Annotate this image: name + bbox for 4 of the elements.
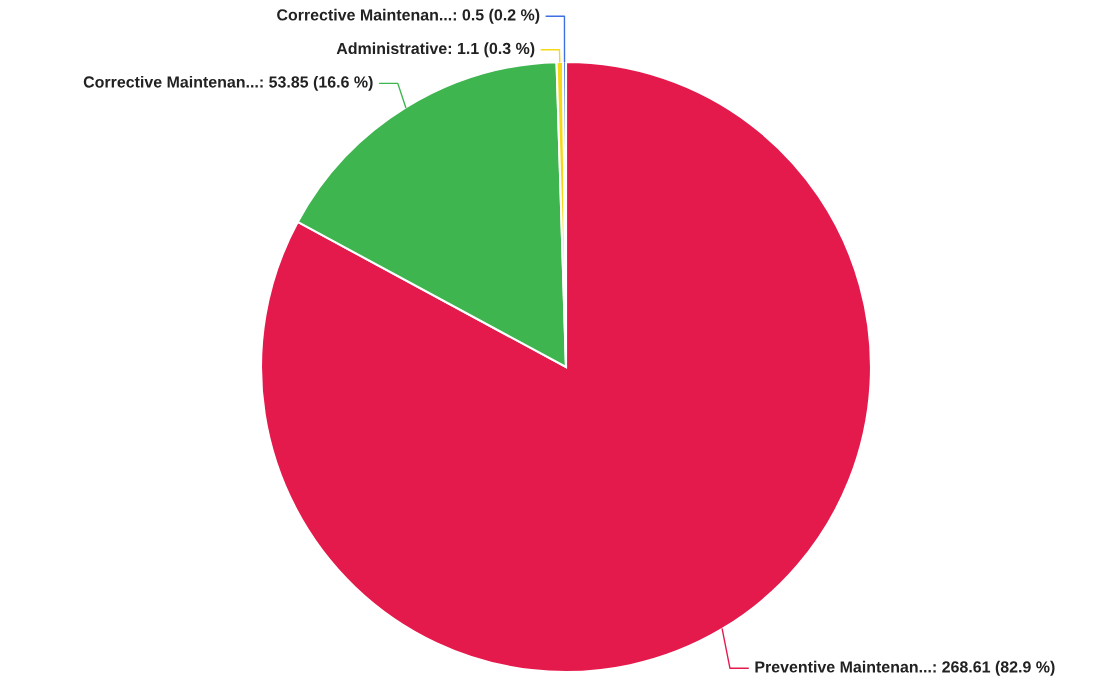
slice-label: Corrective Maintenan...: 0.5 (0.2 %) [277, 8, 540, 24]
slice-label: Administrative: 1.1 (0.3 %) [336, 42, 535, 58]
slice-label: Corrective Maintenan...: 53.85 (16.6 %) [83, 75, 373, 91]
slice-label: Preventive Maintenan...: 268.61 (82.9 %) [755, 660, 1055, 676]
